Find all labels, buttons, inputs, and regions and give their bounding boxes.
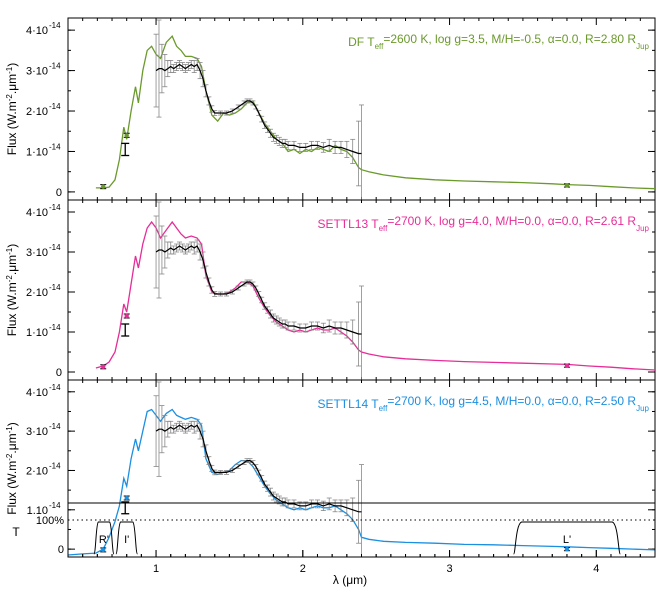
x-tick-label: 4 xyxy=(593,563,599,575)
y-axis-title: Flux (W.m-2.μm-1) xyxy=(5,63,19,156)
y-tick-exponent: -14 xyxy=(49,203,61,212)
y-tick-exponent: -14 xyxy=(49,422,61,431)
observed-spectrum-line xyxy=(155,424,362,513)
y-axis-title: Flux (W.m-2.μm-1) xyxy=(5,244,19,337)
filter-label: R' xyxy=(99,534,109,546)
filter-curve xyxy=(93,521,115,555)
y-tick-label: 2·10 xyxy=(26,287,48,299)
photometry-point xyxy=(101,184,106,189)
y-tick-label: 4·10 xyxy=(26,387,48,399)
x-tick-label: 1 xyxy=(153,563,159,575)
x-axis-title: λ (μm) xyxy=(333,573,367,587)
photometry-point xyxy=(124,133,129,138)
filter-label: L' xyxy=(563,534,571,546)
y-tick-label: 0 xyxy=(56,367,62,379)
photometry-point xyxy=(124,313,129,319)
y-tick-label: 4·10 xyxy=(26,25,48,37)
plot-area xyxy=(68,381,655,557)
y-tick-label: 1.10 xyxy=(27,505,48,517)
y-tick-exponent: -14 xyxy=(49,21,61,30)
y-tick-label: 0 xyxy=(56,187,62,199)
y-tick-exponent: -14 xyxy=(49,142,61,151)
photometry-point xyxy=(564,183,570,188)
model-annotation: SETTL13 Teff=2700 K, log g=4.0, M/H=0.0,… xyxy=(317,214,649,233)
y-tick-label: 3·10 xyxy=(26,247,48,259)
filter-curve xyxy=(115,521,138,555)
model-annotation: SETTL14 Teff=2700 K, log g=4.5, M/H=0.0,… xyxy=(317,394,649,413)
filter-tick-label: 100% xyxy=(36,515,64,527)
y-tick-exponent: -14 xyxy=(49,283,61,292)
photometry-point xyxy=(101,364,106,369)
observed-spectrum-line xyxy=(155,245,362,335)
filter-panel: T 100% 0 R' I' L' xyxy=(12,502,656,558)
x-tick-label: 3 xyxy=(446,563,452,575)
y-tick-label: 2·10 xyxy=(26,106,48,118)
model-spectrum-line xyxy=(95,35,655,190)
plot-area xyxy=(95,201,655,380)
model-annotation: DF Teff=2600 K, log g=3.5, M/H=-0.5, α=0… xyxy=(348,32,649,51)
model-spectrum-line xyxy=(95,220,655,371)
photometry-point xyxy=(101,547,106,553)
model-spectrum-line xyxy=(68,408,655,556)
photometry-point xyxy=(124,495,129,501)
y-tick-label: 2·10 xyxy=(26,465,48,477)
photometry-point xyxy=(564,546,570,552)
filter-curve xyxy=(513,521,621,555)
y-tick-exponent: -14 xyxy=(49,383,61,392)
filter-label: I' xyxy=(124,534,129,546)
photometry-point xyxy=(564,363,570,368)
y-tick-label: 3·10 xyxy=(26,426,48,438)
filter-tick-label: 0 xyxy=(58,544,64,556)
y-tick-exponent: -14 xyxy=(49,323,61,332)
x-tick-label: 2 xyxy=(300,563,306,575)
y-tick-exponent: -14 xyxy=(49,501,61,510)
y-tick-exponent: -14 xyxy=(49,102,61,111)
y-tick-label: 1·10 xyxy=(26,327,48,339)
y-tick-exponent: -14 xyxy=(49,461,61,470)
y-tick-exponent: -14 xyxy=(49,243,61,252)
y-axis-title: Flux (W.m-2.μm-1) xyxy=(5,422,19,515)
plot-area xyxy=(95,19,655,200)
y-tick-label: 4·10 xyxy=(26,207,48,219)
observed-spectrum-line xyxy=(155,63,362,155)
y-tick-exponent: -14 xyxy=(49,62,61,71)
y-tick-label: 3·10 xyxy=(26,66,48,78)
filter-y-title: T xyxy=(12,525,20,539)
y-tick-label: 1·10 xyxy=(26,146,48,158)
